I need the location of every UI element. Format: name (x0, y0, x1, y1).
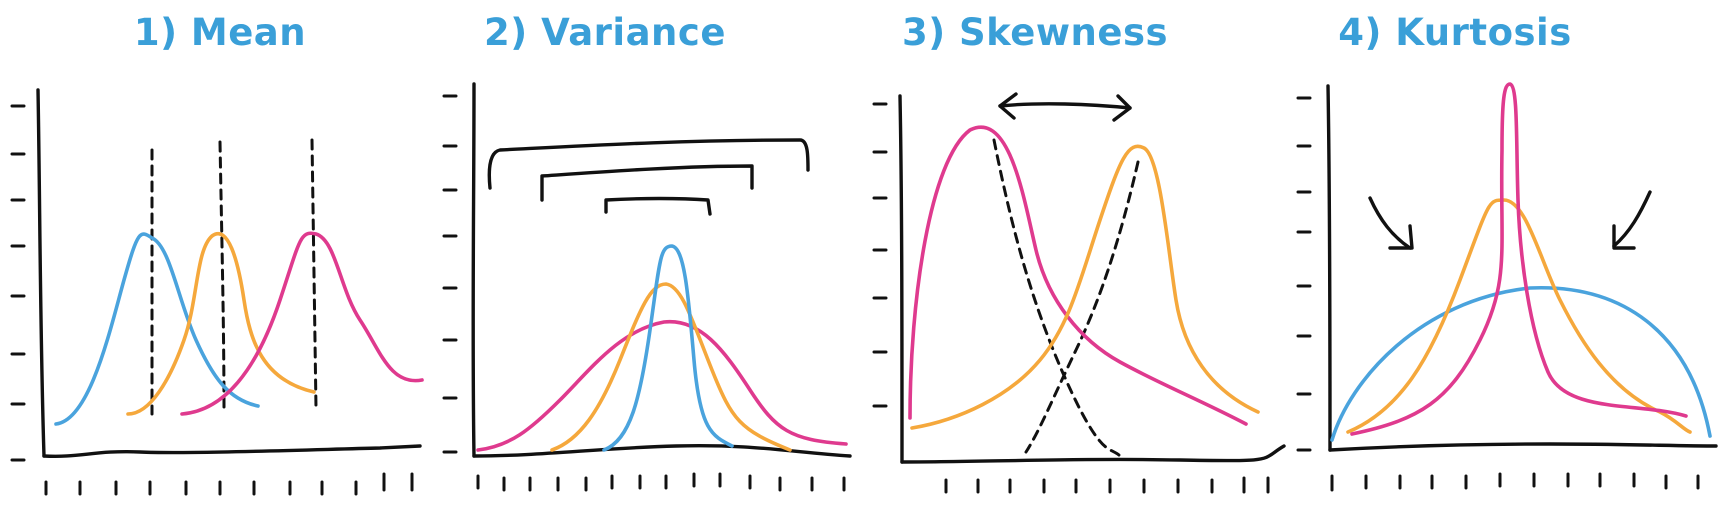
panel-skewness (872, 92, 1286, 494)
panel-kurtosis (1296, 82, 1718, 492)
panel-mean (10, 88, 424, 496)
bracket-wide (487, 138, 810, 190)
arrow-down-right-icon (1368, 196, 1414, 250)
y-ticks (442, 94, 458, 454)
panel-title-kurtosis: 4) Kurtosis (1338, 11, 1572, 54)
curve-magenta-right-skew (908, 125, 1248, 426)
curve-magenta-leptokurtic (1350, 82, 1688, 436)
bracket-narrow (604, 196, 712, 216)
arrow-down-left-icon (1612, 190, 1652, 250)
x-axis (42, 444, 422, 459)
y-ticks (10, 104, 26, 462)
x-ticks (476, 472, 846, 492)
y-axis (36, 88, 46, 458)
x-ticks (944, 476, 1270, 494)
y-axis (898, 94, 904, 464)
panel-title-skewness: 3) Skewness (901, 11, 1169, 54)
dashed-peak-line-orange (1024, 160, 1140, 454)
curve-orange-medium (550, 282, 792, 452)
dashed-peak-line-magenta (992, 138, 1122, 458)
curve-magenta (180, 231, 424, 416)
curve-magenta-wide (476, 319, 848, 452)
curve-blue-platykurtic (1330, 286, 1712, 442)
y-axis (1326, 84, 1332, 452)
mean-line-orange (218, 140, 226, 414)
x-ticks (1330, 472, 1700, 492)
x-ticks (44, 472, 414, 496)
curve-blue (54, 232, 260, 426)
panel-title-variance: 2) Variance (484, 11, 726, 54)
x-axis (900, 444, 1286, 464)
x-axis (1328, 442, 1718, 452)
y-axis (471, 82, 476, 458)
panel-variance (442, 82, 852, 492)
x-axis (472, 444, 852, 458)
curve-blue-narrow (602, 244, 734, 452)
mean-line-magenta (310, 138, 318, 410)
panel-title-mean: 1) Mean (133, 11, 307, 54)
double-arrow-icon (998, 92, 1132, 122)
curve-orange (126, 232, 316, 416)
y-ticks (1296, 96, 1312, 452)
y-ticks (872, 102, 888, 408)
curve-orange-left-skew (910, 144, 1260, 430)
bracket-medium (540, 164, 754, 202)
